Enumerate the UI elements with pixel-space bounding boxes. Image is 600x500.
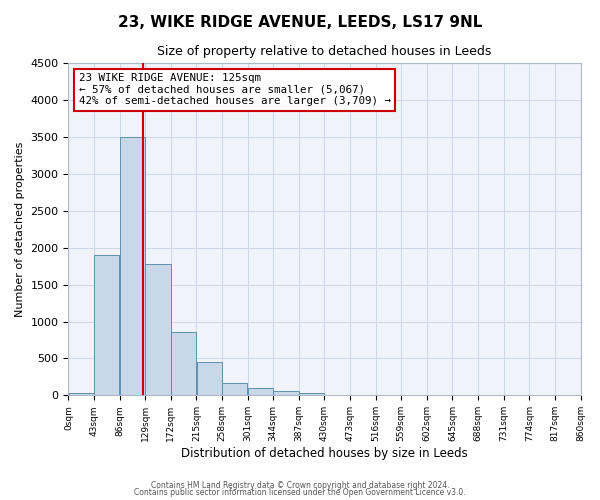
Text: 23 WIKE RIDGE AVENUE: 125sqm
← 57% of detached houses are smaller (5,067)
42% of: 23 WIKE RIDGE AVENUE: 125sqm ← 57% of de… [79,74,391,106]
Bar [68,393,94,396]
Bar [274,392,299,396]
Y-axis label: Number of detached properties: Number of detached properties [15,142,25,317]
Text: Contains public sector information licensed under the Open Government Licence v3: Contains public sector information licen… [134,488,466,497]
Bar [120,137,145,396]
Bar [325,394,350,396]
Bar [94,255,119,396]
Bar [145,264,170,396]
Bar [222,383,247,396]
Bar [248,388,273,396]
Text: Contains HM Land Registry data © Crown copyright and database right 2024.: Contains HM Land Registry data © Crown c… [151,480,449,490]
Bar [171,332,196,396]
X-axis label: Distribution of detached houses by size in Leeds: Distribution of detached houses by size … [181,447,468,460]
Bar [299,393,325,396]
Text: 23, WIKE RIDGE AVENUE, LEEDS, LS17 9NL: 23, WIKE RIDGE AVENUE, LEEDS, LS17 9NL [118,15,482,30]
Bar [197,362,222,396]
Title: Size of property relative to detached houses in Leeds: Size of property relative to detached ho… [157,45,491,58]
